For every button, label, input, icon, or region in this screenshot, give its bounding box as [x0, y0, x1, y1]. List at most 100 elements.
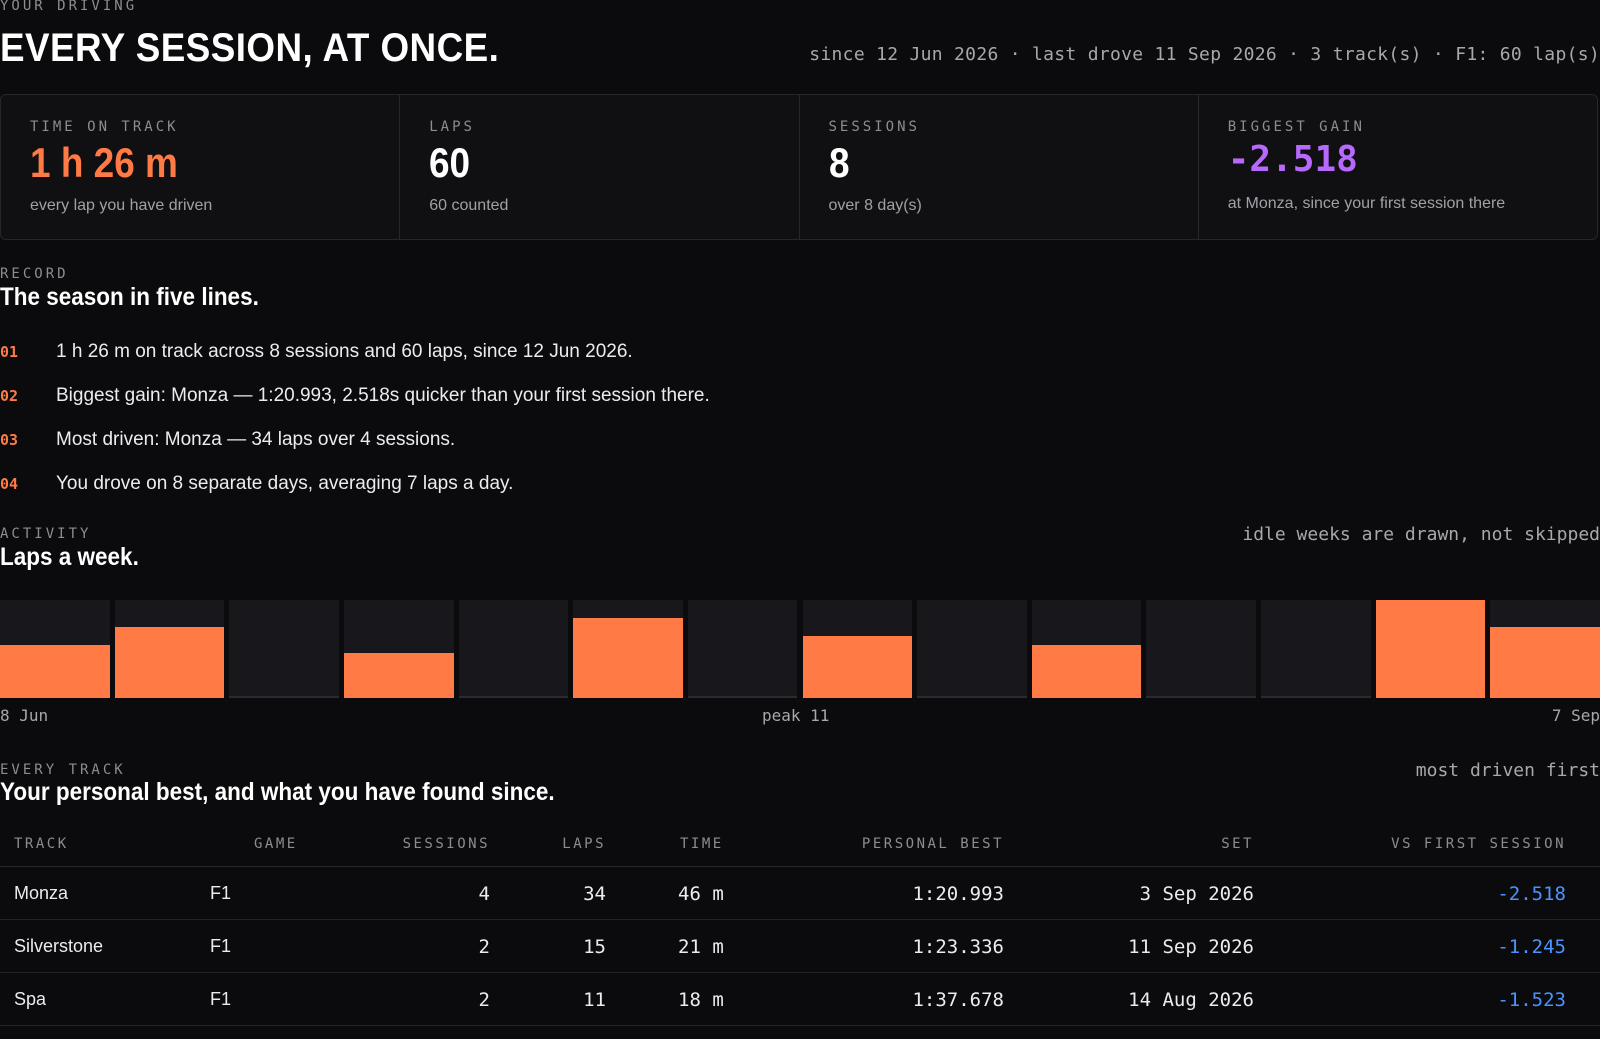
activity-eyebrow: ACTIVITY: [0, 526, 92, 542]
bar-baseline: [917, 696, 1027, 698]
bar: [802, 635, 913, 698]
stat-value: -2.518: [1227, 139, 1358, 180]
bar-slot: [1490, 600, 1600, 698]
x-axis-start-label: 8 Jun: [0, 706, 49, 725]
bar-slot: [1375, 600, 1486, 698]
record-text: Most driven: Monza — 34 laps over 4 sess…: [56, 429, 456, 450]
column-header-personal-best: PERSONAL BEST: [861, 836, 1004, 852]
column-header-sessions: SESSIONS: [402, 836, 490, 852]
bar-slot: [1146, 600, 1257, 698]
header-eyebrow: YOUR DRIVING: [0, 0, 138, 14]
cell-track: Spa: [14, 989, 47, 1009]
stat-label: SESSIONS: [828, 119, 920, 135]
cell-vs-first-session: -1.523: [1497, 989, 1566, 1011]
stat-biggest-gain: BIGGEST GAIN -2.518 at Monza, since your…: [1199, 95, 1597, 239]
table-row[interactable]: Monza F1 4 34 46 m 1:20.993 3 Sep 2026 -…: [0, 867, 1600, 920]
cell-laps: 15: [583, 936, 606, 958]
table-row[interactable]: Spa F1 2 11 18 m 1:37.678 14 Aug 2026 -1…: [0, 973, 1600, 1026]
activity-note: idle weeks are drawn, not skipped: [1242, 524, 1600, 545]
bar-baseline: [229, 696, 339, 698]
column-header-game: GAME: [254, 836, 298, 852]
list-item: 04 You drove on 8 separate days, averagi…: [0, 462, 1000, 506]
cell-sessions: 2: [478, 989, 490, 1011]
stat-laps: LAPS 60 60 counted: [400, 95, 800, 239]
x-axis-end-label: 7 Sep: [1551, 706, 1600, 725]
tracks-title: Your personal best, and what you have fo…: [0, 778, 555, 806]
column-header-vs-first-session: VS FIRST SESSION: [1391, 836, 1566, 852]
tracks-eyebrow: EVERY TRACK: [0, 762, 126, 778]
record-title: The season in five lines.: [0, 283, 259, 311]
column-header-set: SET: [1221, 836, 1254, 852]
cell-personal-best: 1:37.678: [912, 989, 1004, 1011]
cell-laps: 34: [583, 883, 606, 905]
bar-slot: [1261, 600, 1371, 698]
stat-label: BIGGEST GAIN: [1227, 119, 1365, 135]
activity-title: Laps a week.: [0, 543, 139, 571]
stat-time-on-track: TIME ON TRACK 1 h 26 m every lap you hav…: [1, 95, 401, 239]
table-header: TRACK GAME SESSIONS LAPS TIME PERSONAL B…: [0, 822, 1600, 867]
stat-label: TIME ON TRACK: [30, 119, 179, 135]
stat-label: LAPS: [429, 119, 475, 135]
bar: [1031, 644, 1142, 698]
cell-track: Silverstone: [14, 936, 104, 956]
cell-laps: 11: [583, 989, 606, 1011]
stat-sub: at Monza, since your first session there: [1227, 195, 1506, 212]
record-eyebrow: RECORD: [0, 266, 69, 282]
tracks-note: most driven first: [1415, 760, 1600, 781]
stats-panel: TIME ON TRACK 1 h 26 m every lap you hav…: [0, 94, 1598, 240]
column-header-track: TRACK: [14, 836, 69, 852]
cell-game: F1: [210, 936, 232, 956]
bar-slot: [1031, 600, 1142, 698]
cell-vs-first-session: -2.518: [1497, 883, 1566, 905]
bar-slot: [802, 600, 913, 698]
cell-personal-best: 1:23.336: [912, 936, 1004, 958]
table-row[interactable]: Silverstone F1 2 15 21 m 1:23.336 11 Sep…: [0, 920, 1600, 973]
bar-slot: [458, 600, 569, 698]
bar: [573, 617, 683, 698]
stat-sub: 60 counted: [429, 197, 509, 214]
list-item: 01 1 h 26 m on track across 8 sessions a…: [0, 330, 1000, 374]
stat-value: 8: [828, 139, 850, 186]
stat-value: 1 h 26 m: [30, 139, 178, 186]
activity-chart: [0, 600, 1600, 700]
bar: [114, 626, 225, 698]
list-item: 03 Most driven: Monza — 34 laps over 4 s…: [0, 418, 1000, 462]
column-header-time: TIME: [680, 836, 724, 852]
bar-slot: [114, 600, 225, 698]
cell-set: 14 Aug 2026: [1128, 989, 1254, 1011]
bar: [1375, 600, 1486, 698]
header-meta: since 12 Jun 2026 · last drove 11 Sep 20…: [809, 44, 1600, 65]
bar-slot: [343, 600, 454, 698]
cell-game: F1: [210, 989, 232, 1009]
record-text: You drove on 8 separate days, averaging …: [56, 473, 514, 494]
record-list: 01 1 h 26 m on track across 8 sessions a…: [0, 330, 1000, 506]
stat-sessions: SESSIONS 8 over 8 day(s): [800, 95, 1199, 239]
bar: [0, 644, 110, 698]
cell-sessions: 2: [478, 936, 490, 958]
bar-slot: [229, 600, 339, 698]
cell-vs-first-session: -1.245: [1497, 936, 1566, 958]
bar-slot: [917, 600, 1027, 698]
record-number: 02: [0, 387, 19, 405]
list-item: 02 Biggest gain: Monza — 1:20.993, 2.518…: [0, 374, 1000, 418]
record-number: 03: [0, 431, 19, 449]
cell-personal-best: 1:20.993: [912, 883, 1004, 905]
record-number: 04: [0, 475, 19, 493]
bar-baseline: [687, 696, 798, 698]
peak-label: peak 11: [762, 706, 830, 725]
bar: [343, 653, 454, 698]
bar-baseline: [1146, 696, 1257, 698]
stat-sub: every lap you have driven: [30, 197, 213, 214]
cell-set: 11 Sep 2026: [1128, 936, 1254, 958]
record-text: Biggest gain: Monza — 1:20.993, 2.518s q…: [56, 385, 710, 406]
bar-slot: [573, 600, 683, 698]
stat-value: 60: [429, 139, 471, 186]
cell-game: F1: [210, 883, 232, 903]
bar: [1490, 626, 1600, 698]
cell-time: 18 m: [678, 989, 724, 1011]
record-number: 01: [0, 343, 19, 361]
bar-slot: [687, 600, 798, 698]
bar-slot: [0, 600, 110, 698]
bar-baseline: [1261, 696, 1371, 698]
